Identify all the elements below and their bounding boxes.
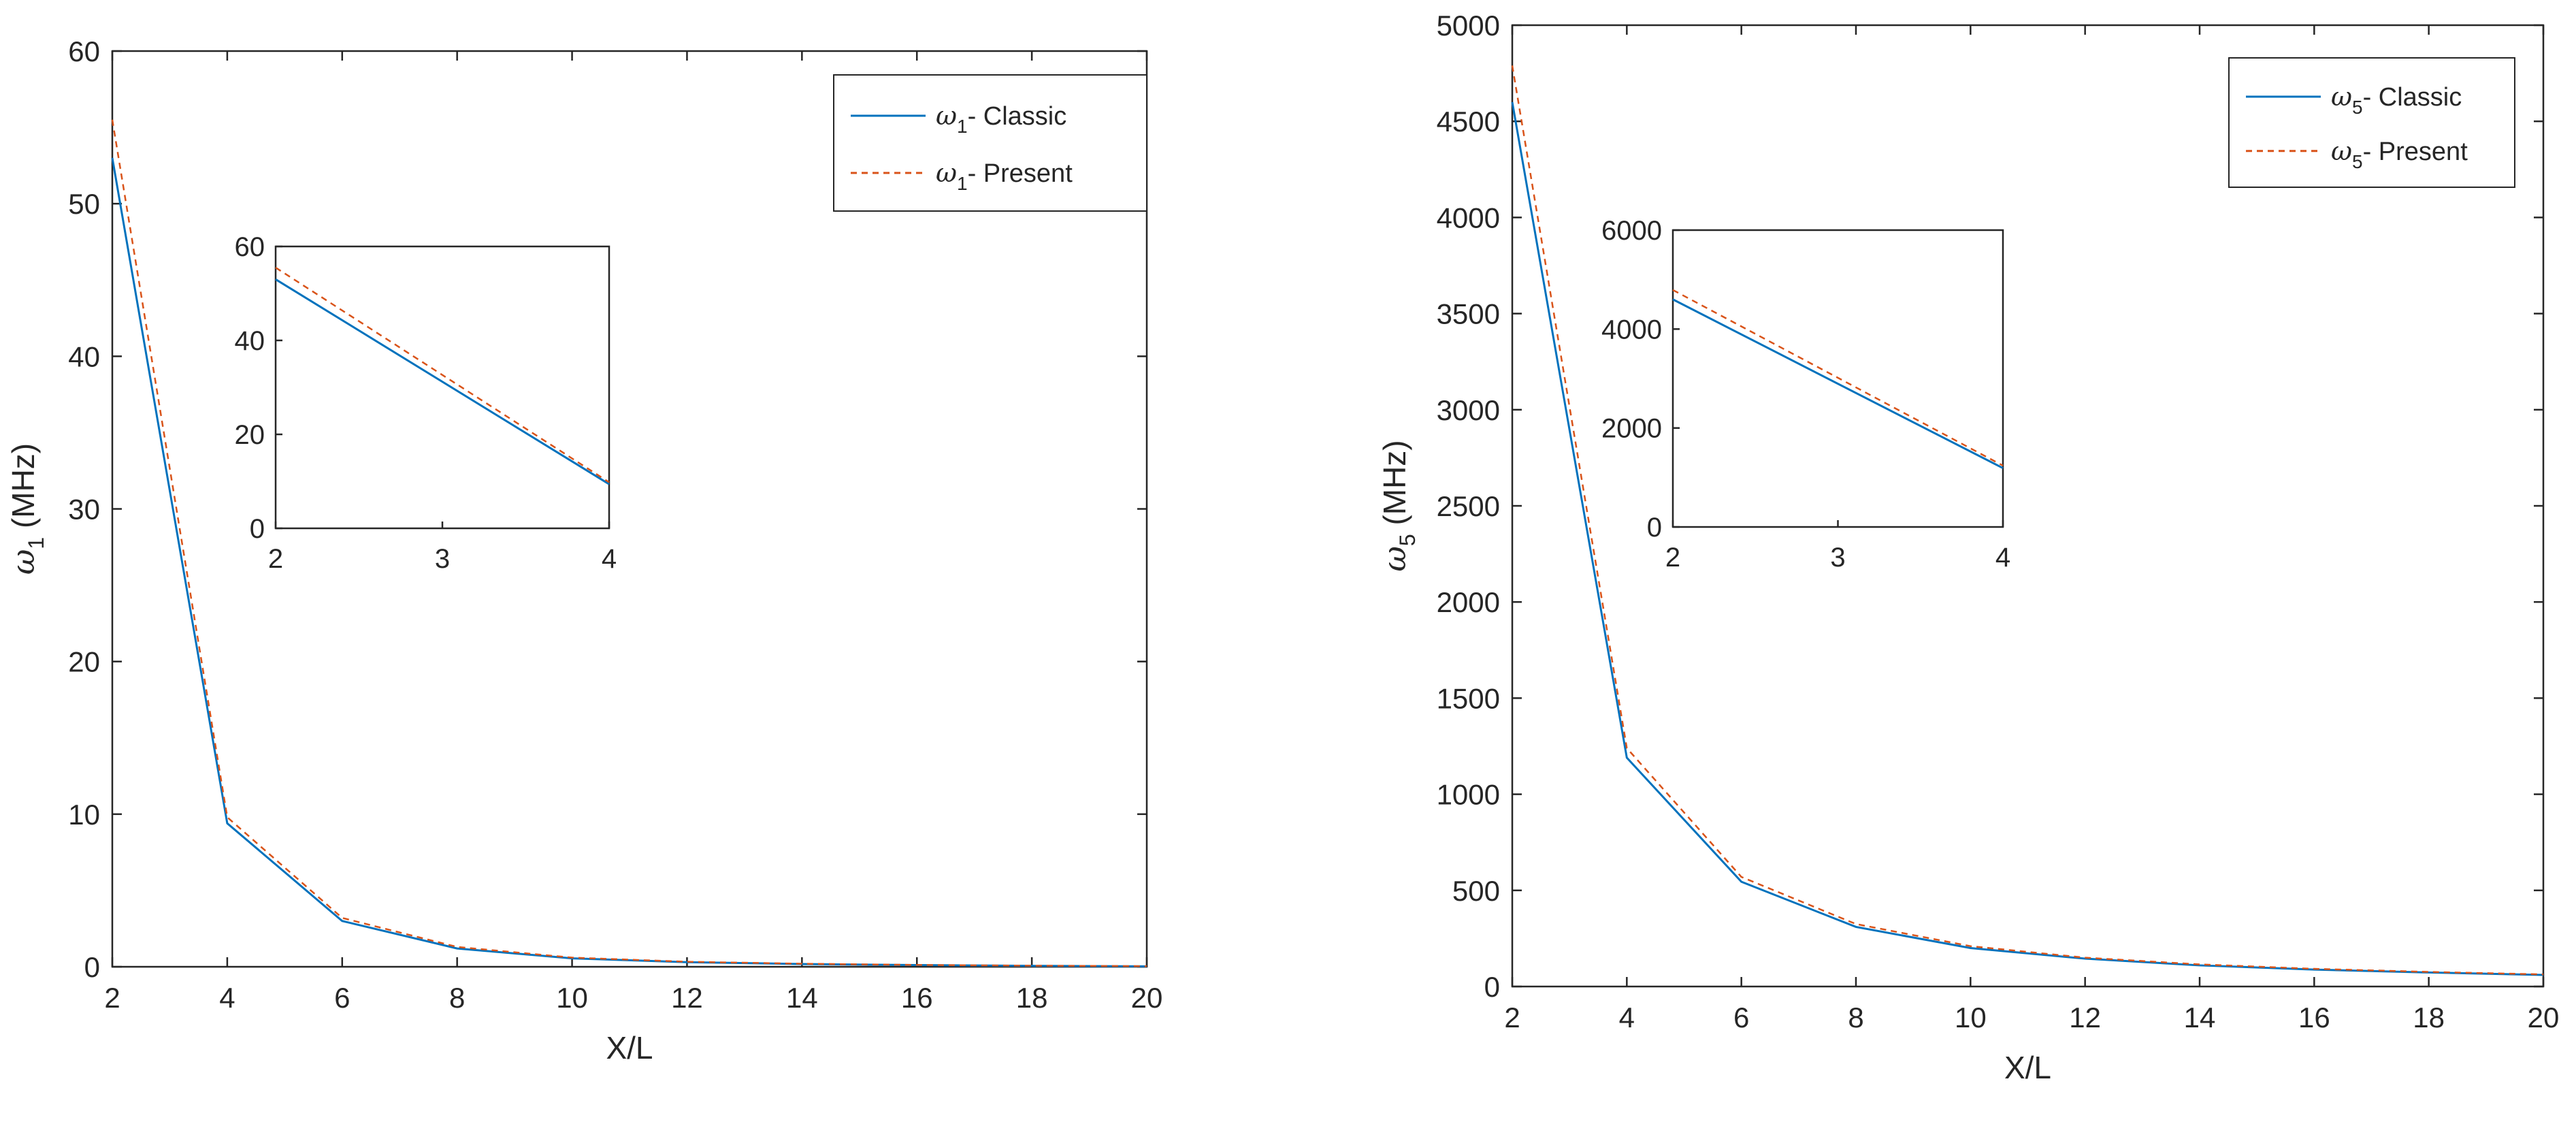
y-axis-symbol: ω: [5, 549, 42, 575]
legend-text: - Classic: [968, 102, 1067, 131]
y-tick-label: 40: [68, 340, 100, 372]
series-line-present: [1511, 65, 2544, 976]
y-tick-label: 2500: [1437, 490, 1500, 522]
y-tick-label: 30: [68, 494, 100, 526]
legend-label-present: ω1- Present: [936, 158, 1073, 194]
y-tick-label: 50: [68, 188, 100, 220]
legend-subscript: 1: [957, 173, 968, 194]
y-tick-label: 4000: [1437, 202, 1500, 234]
x-tick-label: 18: [2413, 1001, 2445, 1033]
y-axis-unit: (MHz): [1377, 440, 1412, 534]
y-tick-label: 500: [1452, 875, 1500, 907]
x-tick-label: 4: [219, 982, 235, 1014]
chart-panel-2: 2 4 6 8 10 12 14 16 18 20050010001500200025003000…: [1376, 10, 2559, 1085]
x-axis-label: X/L: [606, 1030, 653, 1065]
y-tick-label: 4500: [1437, 106, 1500, 138]
x-tick-label: 8: [449, 982, 465, 1014]
inset-series-line-present: [275, 266, 610, 483]
inset-series-line-classic: [1672, 298, 2004, 469]
y-tick-label: 1500: [1437, 682, 1500, 714]
legend-text: - Present: [2363, 138, 2468, 166]
x-tick-label: 12: [671, 982, 703, 1014]
y-axis-subscript: 1: [24, 537, 48, 549]
x-tick-label: 6: [1733, 1001, 1749, 1033]
legend-box: [833, 74, 1147, 212]
legend-symbol: ω: [2331, 82, 2352, 112]
x-tick-label: 14: [786, 982, 818, 1014]
x-tick-label: 16: [2298, 1001, 2330, 1033]
x-tick-label: 2: [104, 982, 120, 1014]
x-axis-label: X/L: [2004, 1050, 2051, 1085]
series-line-present: [111, 119, 1147, 967]
legend-box: [2228, 57, 2515, 188]
legend-label-present: ω5- Present: [2331, 136, 2468, 172]
x-tick-label: 20: [2528, 1001, 2560, 1033]
inset-y-tick-label: 20: [235, 420, 265, 450]
legend-subscript: 1: [957, 116, 968, 137]
y-axis-unit: (MHz): [5, 443, 41, 537]
x-tick-label: 8: [1848, 1001, 1863, 1033]
legend-label-classic: ω1- Classic: [936, 101, 1066, 137]
y-axis-symbol: ω: [1376, 546, 1413, 572]
y-tick-label: 0: [84, 951, 100, 983]
y-tick-label: 0: [1484, 971, 1500, 1003]
inset-y-tick-label: 0: [250, 514, 265, 544]
inset-x-tick-label: 2: [268, 544, 283, 574]
legend-symbol: ω: [2331, 136, 2352, 166]
legend-text: - Classic: [2363, 83, 2462, 112]
x-tick-label: 10: [556, 982, 588, 1014]
y-tick-label: 10: [68, 799, 100, 831]
inset-x-tick-label: 4: [602, 544, 617, 574]
inset-y-tick-label: 2000: [1601, 414, 1662, 444]
inset-plot-area: [274, 245, 610, 530]
x-tick-label: 16: [901, 982, 933, 1014]
inset-x-tick-label: 3: [435, 544, 450, 574]
legend-symbol: ω: [936, 158, 957, 188]
inset-series-line-classic: [275, 278, 610, 485]
legend-subscript: 5: [2352, 151, 2363, 172]
y-tick-label: 3000: [1437, 394, 1500, 426]
y-axis-label: ω1 (MHz): [5, 443, 48, 575]
y-axis-label: ω5 (MHz): [1376, 440, 1420, 571]
y-tick-label: 1000: [1437, 779, 1500, 811]
legend-label-classic: ω5- Classic: [2331, 82, 2462, 118]
inset-chart: 2 3 4 0 2000 4000 6000: [1601, 216, 2010, 573]
y-tick-label: 3500: [1437, 298, 1500, 330]
x-tick-label: 14: [2184, 1001, 2216, 1033]
legend-text: - Present: [968, 159, 1073, 188]
inset-y-tick-label: 6000: [1601, 216, 1662, 246]
y-tick-label: 2000: [1437, 586, 1500, 618]
y-tick-label: 20: [68, 646, 100, 678]
inset-x-tick-label: 4: [1995, 543, 2010, 573]
inset-y-tick-label: 40: [235, 326, 265, 356]
inset-y-tick-label: 60: [235, 232, 265, 262]
inset-series-line-present: [1672, 289, 2004, 466]
legend-symbol: ω: [936, 101, 957, 131]
x-tick-label: 12: [2069, 1001, 2101, 1033]
inset-y-tick-label: 4000: [1601, 315, 1662, 344]
inset-x-tick-label: 2: [1665, 543, 1680, 573]
x-tick-label: 4: [1619, 1001, 1635, 1033]
x-tick-label: 2: [1504, 1001, 1520, 1033]
inset-x-tick-label: 3: [1830, 543, 1845, 573]
x-tick-label: 10: [1955, 1001, 1987, 1033]
y-tick-label: 60: [68, 35, 100, 67]
inset-y-tick-label: 0: [1647, 513, 1662, 543]
x-tick-label: 18: [1016, 982, 1048, 1014]
x-tick-label: 20: [1131, 982, 1163, 1014]
x-tick-label: 6: [334, 982, 350, 1014]
legend-subscript: 5: [2352, 97, 2363, 118]
y-tick-label: 5000: [1437, 10, 1500, 42]
y-axis-subscript: 5: [1395, 534, 1420, 546]
